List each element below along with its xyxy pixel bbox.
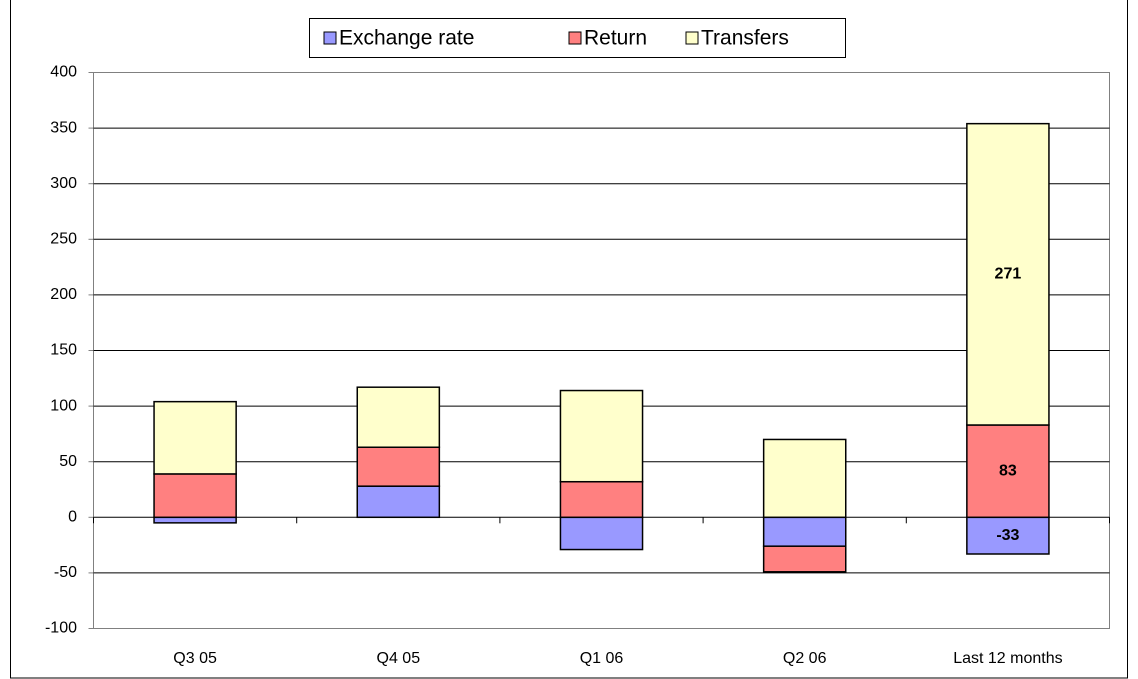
x-tick-label: Q3 05 [173,650,217,667]
legend-label: Return [584,27,647,50]
bar-segment [762,438,847,519]
legend-label: Transfers [701,27,789,50]
bar-segment [356,386,441,448]
legend-swatch [568,31,582,45]
bar-segment [762,516,847,547]
y-tick-label: 150 [50,342,77,359]
y-tick-label: -100 [45,620,77,637]
x-tick-label: Last 12 months [953,650,1062,667]
data-label: 271 [995,266,1022,283]
y-tick-label: 200 [50,286,77,303]
bar-segment [153,400,237,475]
bar-segment [966,122,1050,426]
data-label: -33 [996,527,1019,544]
y-tick-label: 400 [50,64,77,81]
y-tick-label: 300 [50,175,77,192]
y-tick-label: 350 [50,119,77,136]
bar-segment [153,516,237,524]
y-tick-label: 0 [68,509,77,526]
bar-segment [966,516,1050,555]
bar-segment [559,480,644,519]
bar-segment [356,446,441,487]
y-tick-label: 100 [50,397,77,414]
y-tick-label: -50 [54,564,77,581]
legend-label: Exchange rate [339,27,474,50]
bar-segment [356,485,441,519]
x-tick-label: Q4 05 [377,650,421,667]
legend-swatch [685,31,699,45]
bar-segment [153,473,237,519]
x-tick-label: Q2 06 [783,650,827,667]
x-tick-label: Q1 06 [580,650,624,667]
y-tick-label: 250 [50,231,77,248]
data-label: 83 [999,462,1017,479]
bar-segment [762,545,847,573]
y-tick-label: 50 [59,453,77,470]
legend-swatch [323,31,337,45]
bar-segment [559,516,644,551]
bar-segment [559,389,644,483]
